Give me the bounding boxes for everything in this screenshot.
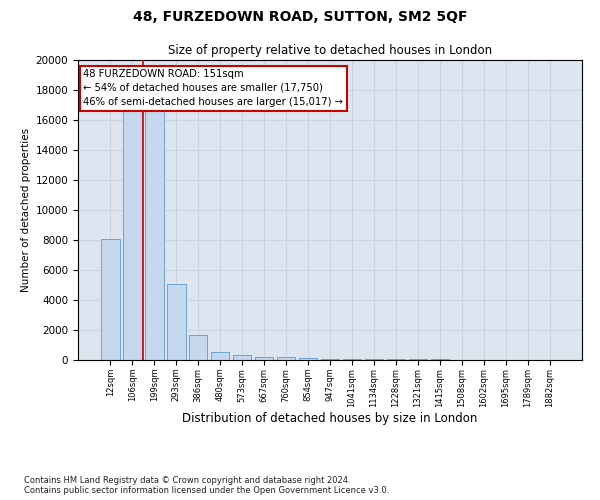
X-axis label: Distribution of detached houses by size in London: Distribution of detached houses by size … xyxy=(182,412,478,426)
Bar xyxy=(211,352,229,360)
Bar xyxy=(233,356,251,360)
Title: Size of property relative to detached houses in London: Size of property relative to detached ho… xyxy=(168,44,492,58)
Bar xyxy=(145,110,164,360)
Bar xyxy=(123,110,142,360)
Y-axis label: Number of detached properties: Number of detached properties xyxy=(22,128,31,292)
Text: Contains HM Land Registry data © Crown copyright and database right 2024.
Contai: Contains HM Land Registry data © Crown c… xyxy=(24,476,389,495)
Bar xyxy=(189,334,208,360)
Bar xyxy=(386,359,405,360)
Bar xyxy=(409,359,427,360)
Text: 48 FURZEDOWN ROAD: 151sqm
← 54% of detached houses are smaller (17,750)
46% of s: 48 FURZEDOWN ROAD: 151sqm ← 54% of detac… xyxy=(83,69,343,107)
Bar xyxy=(365,359,383,360)
Bar xyxy=(101,240,119,360)
Bar xyxy=(277,357,295,360)
Bar xyxy=(299,358,317,360)
Bar xyxy=(167,284,185,360)
Text: 48, FURZEDOWN ROAD, SUTTON, SM2 5QF: 48, FURZEDOWN ROAD, SUTTON, SM2 5QF xyxy=(133,10,467,24)
Bar xyxy=(343,359,361,360)
Bar xyxy=(320,358,340,360)
Bar xyxy=(255,356,274,360)
